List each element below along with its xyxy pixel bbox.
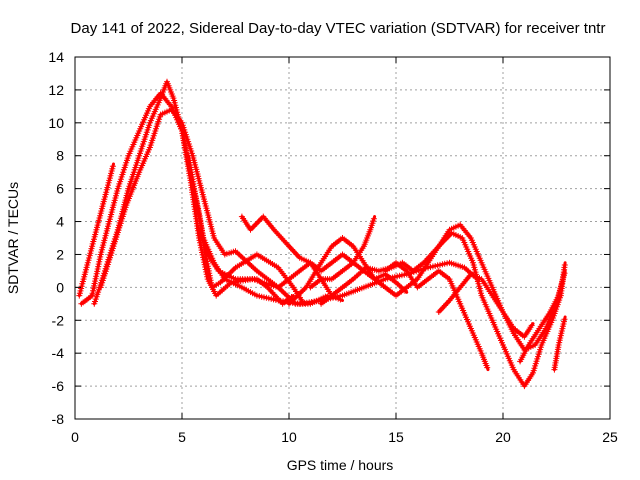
y-axis-title: SDTVAR / TECUs [5, 182, 21, 294]
series-pass-11 [382, 259, 491, 372]
series-pass-7 [238, 213, 409, 294]
y-tick-label: 14 [48, 49, 64, 65]
plus-marker-band [185, 152, 479, 307]
plus-marker-band [307, 215, 377, 291]
plus-marker-band [318, 230, 568, 390]
series-pass-1 [76, 162, 116, 299]
plus-marker-band [551, 316, 568, 373]
series-markers [307, 215, 377, 291]
x-axis-title: GPS time / hours [287, 457, 394, 473]
y-tick-label: -6 [52, 378, 65, 394]
chart-title: Day 141 of 2022, Sidereal Day-to-day VTE… [71, 20, 606, 37]
x-tick-label: 10 [281, 429, 297, 445]
series-group [76, 78, 568, 390]
series-markers [97, 106, 344, 303]
grid [75, 57, 610, 419]
series-markers [76, 163, 116, 299]
x-tick-label: 25 [602, 429, 618, 445]
x-tick-label: 20 [495, 429, 511, 445]
y-tick-label: 6 [56, 181, 64, 197]
series-pass-6 [196, 226, 295, 307]
y-tick-label: 8 [56, 148, 64, 164]
y-tick-label: 10 [48, 115, 64, 131]
series-markers [196, 226, 295, 307]
series-markers [318, 230, 568, 390]
series-pass-12 [435, 271, 535, 340]
y-tick-label: -4 [52, 345, 65, 361]
plus-marker-band [97, 106, 344, 303]
y-tick-label: -8 [52, 411, 65, 427]
y-tick-label: 2 [56, 246, 64, 262]
series-markers [517, 270, 568, 365]
series-pass-9 [318, 230, 568, 390]
series-pass-14 [551, 315, 568, 373]
series-markers [238, 213, 408, 294]
x-tick-label: 5 [178, 429, 186, 445]
series-markers [435, 271, 535, 340]
x-tick-label: 0 [71, 429, 79, 445]
plus-marker-band [76, 163, 116, 299]
plus-marker-band [517, 270, 568, 365]
y-tick-label: -2 [52, 312, 65, 328]
series-markers [382, 259, 491, 371]
x-tick-label: 15 [388, 429, 404, 445]
plus-marker-band [238, 213, 408, 294]
plus-marker-band [382, 259, 491, 371]
series-markers [551, 316, 568, 373]
y-tick-label: 12 [48, 82, 64, 98]
series-pass-10 [307, 215, 377, 291]
y-tick-label: 0 [56, 279, 64, 295]
plot-frame [74, 56, 611, 420]
axes: 0 5 10 15 20 25 -8 -6 -4 -2 0 2 4 6 8 10 12 14 [48, 49, 618, 445]
series-pass-13 [517, 269, 568, 365]
y-tick-label: 4 [56, 214, 64, 230]
series-pass-5 [185, 152, 479, 307]
plus-marker-band [435, 271, 535, 340]
series-markers [185, 152, 479, 307]
plus-marker-band [196, 226, 295, 307]
